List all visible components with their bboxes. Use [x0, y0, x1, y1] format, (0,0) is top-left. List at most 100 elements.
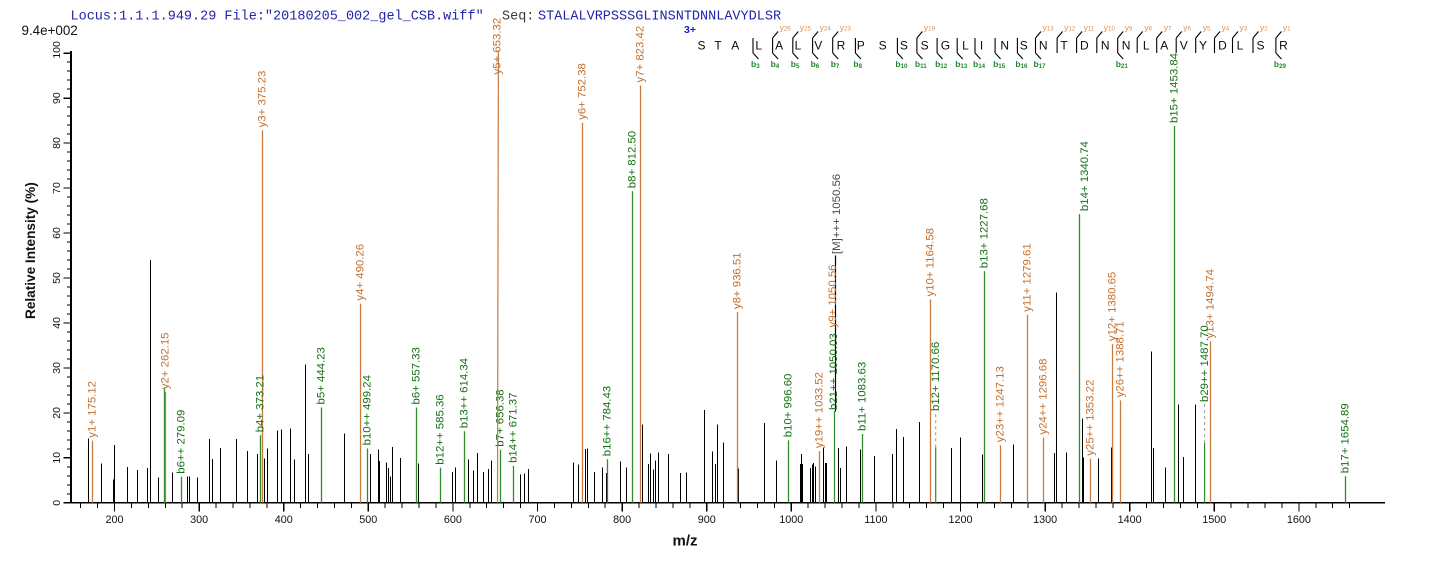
- svg-text:600: 600: [444, 514, 462, 526]
- svg-text:b21: b21: [1116, 59, 1129, 70]
- svg-text:90: 90: [51, 92, 63, 104]
- svg-text:b14: b14: [973, 59, 986, 70]
- svg-text:b14+ 1340.74: b14+ 1340.74: [1079, 141, 1091, 211]
- svg-text:T: T: [714, 39, 722, 53]
- svg-text:STALALVRPSSSGLINSNTDNNLAVYDLSR: STALALVRPSSSGLINSNTDNNLAVYDLSR: [538, 10, 781, 25]
- svg-text:Y: Y: [1199, 39, 1207, 53]
- svg-text:b11: b11: [915, 59, 927, 70]
- svg-text:b6: b6: [811, 59, 820, 70]
- svg-text:R: R: [837, 39, 846, 53]
- svg-text:b6+ 557.33: b6+ 557.33: [411, 347, 423, 404]
- svg-text:y19: y19: [924, 23, 936, 33]
- svg-text:y11+ 1279.61: y11+ 1279.61: [1022, 243, 1034, 312]
- svg-text:V: V: [1180, 39, 1188, 53]
- svg-text:S: S: [879, 39, 887, 53]
- svg-text:y8: y8: [1144, 23, 1152, 33]
- svg-text:L: L: [1143, 39, 1150, 53]
- svg-text:b29: b29: [1274, 59, 1287, 70]
- svg-text:0: 0: [51, 500, 63, 506]
- svg-text:40: 40: [51, 317, 63, 329]
- svg-text:y19++ 1033.52: y19++ 1033.52: [814, 372, 826, 448]
- svg-text:b15+ 1453.84: b15+ 1453.84: [1169, 53, 1181, 123]
- svg-text:Relative Intensity (%): Relative Intensity (%): [23, 182, 38, 319]
- svg-text:700: 700: [528, 514, 546, 526]
- svg-text:900: 900: [698, 514, 716, 526]
- svg-text:y11: y11: [1084, 23, 1095, 33]
- svg-text:D: D: [1218, 39, 1227, 53]
- svg-text:b17+ 1654.89: b17+ 1654.89: [1340, 403, 1352, 473]
- svg-text:y13: y13: [1043, 23, 1055, 33]
- svg-text:A: A: [731, 39, 739, 53]
- svg-text:b16: b16: [1015, 59, 1028, 70]
- svg-text:b10++ 499.24: b10++ 499.24: [362, 375, 374, 445]
- svg-text:y1+ 175.12: y1+ 175.12: [87, 381, 99, 438]
- svg-text:9.4e+002: 9.4e+002: [22, 23, 78, 38]
- svg-text:1600: 1600: [1287, 514, 1311, 526]
- svg-text:S: S: [1020, 39, 1028, 53]
- svg-text:y23: y23: [840, 23, 852, 33]
- svg-text:y6: y6: [1183, 23, 1191, 33]
- svg-text:m/z: m/z: [673, 533, 698, 550]
- svg-text:y9: y9: [1125, 23, 1133, 33]
- svg-text:A: A: [1160, 39, 1168, 53]
- svg-text:b8: b8: [853, 59, 862, 70]
- svg-text:V: V: [814, 39, 822, 53]
- svg-text:70: 70: [51, 182, 63, 194]
- svg-text:1400: 1400: [1118, 514, 1142, 526]
- svg-text:Locus:1.1.1.949.29 File:"20180: Locus:1.1.1.949.29 File:"20180205_002_ge…: [71, 10, 484, 25]
- svg-text:b14++ 671.37: b14++ 671.37: [508, 393, 520, 463]
- svg-text:y8+ 936.51: y8+ 936.51: [732, 252, 744, 309]
- svg-text:R: R: [1279, 39, 1288, 53]
- svg-text:y7+ 823.42: y7+ 823.42: [635, 26, 647, 83]
- svg-text:b6++ 279.09: b6++ 279.09: [176, 410, 188, 474]
- svg-text:300: 300: [190, 514, 208, 526]
- svg-text:y26: y26: [780, 23, 792, 33]
- svg-text:b4+ 373.21: b4+ 373.21: [255, 375, 267, 432]
- svg-text:y12+ 1380.65: y12+ 1380.65: [1107, 272, 1119, 341]
- svg-text:b11+ 1083.63: b11+ 1083.63: [857, 362, 869, 431]
- svg-text:y4+ 490.26: y4+ 490.26: [355, 244, 367, 301]
- svg-text:y3: y3: [1240, 23, 1248, 33]
- svg-text:b7+ 656.38: b7+ 656.38: [495, 389, 507, 446]
- svg-text:N: N: [1039, 39, 1048, 53]
- svg-text:L: L: [1237, 39, 1244, 53]
- svg-text:y24: y24: [820, 23, 832, 33]
- svg-text:y12: y12: [1064, 23, 1076, 33]
- svg-text:b5+ 444.23: b5+ 444.23: [316, 347, 328, 404]
- svg-text:80: 80: [51, 137, 63, 149]
- svg-text:N: N: [1101, 39, 1110, 53]
- svg-text:b16++ 784.43: b16++ 784.43: [602, 386, 614, 456]
- svg-text:100: 100: [51, 41, 63, 59]
- svg-text:L: L: [795, 39, 802, 53]
- svg-text:500: 500: [359, 514, 377, 526]
- svg-text:S: S: [900, 39, 908, 53]
- svg-text:P: P: [857, 39, 865, 53]
- svg-text:b15: b15: [993, 59, 1006, 70]
- svg-text:b12+ 1170.66: b12+ 1170.66: [930, 342, 942, 411]
- svg-text:b4: b4: [771, 59, 780, 70]
- svg-text:50: 50: [51, 272, 63, 284]
- svg-text:b13++ 614.34: b13++ 614.34: [459, 358, 471, 428]
- svg-text:L: L: [962, 39, 969, 53]
- svg-text:3+: 3+: [684, 24, 696, 36]
- svg-text:800: 800: [613, 514, 631, 526]
- svg-text:Seq:: Seq:: [502, 10, 534, 25]
- svg-text:b7: b7: [831, 59, 840, 70]
- svg-text:A: A: [775, 39, 783, 53]
- svg-text:b10+ 996.60: b10+ 996.60: [783, 374, 795, 438]
- svg-text:b12: b12: [935, 59, 948, 70]
- svg-text:1100: 1100: [864, 514, 887, 526]
- svg-text:b5: b5: [791, 59, 800, 70]
- svg-text:y10+ 1164.58: y10+ 1164.58: [925, 228, 937, 297]
- svg-text:y5: y5: [1203, 23, 1211, 33]
- svg-text:10: 10: [51, 452, 63, 464]
- svg-text:y9+ 1050.56: y9+ 1050.56: [827, 264, 839, 327]
- svg-text:400: 400: [275, 514, 293, 526]
- svg-text:b3: b3: [751, 59, 760, 70]
- svg-text:y7: y7: [1164, 23, 1172, 33]
- svg-text:20: 20: [51, 407, 63, 419]
- svg-text:60: 60: [51, 227, 63, 239]
- svg-text:1300: 1300: [1033, 514, 1057, 526]
- svg-text:y1: y1: [1283, 23, 1291, 33]
- svg-text:y3+ 375.23: y3+ 375.23: [257, 71, 269, 128]
